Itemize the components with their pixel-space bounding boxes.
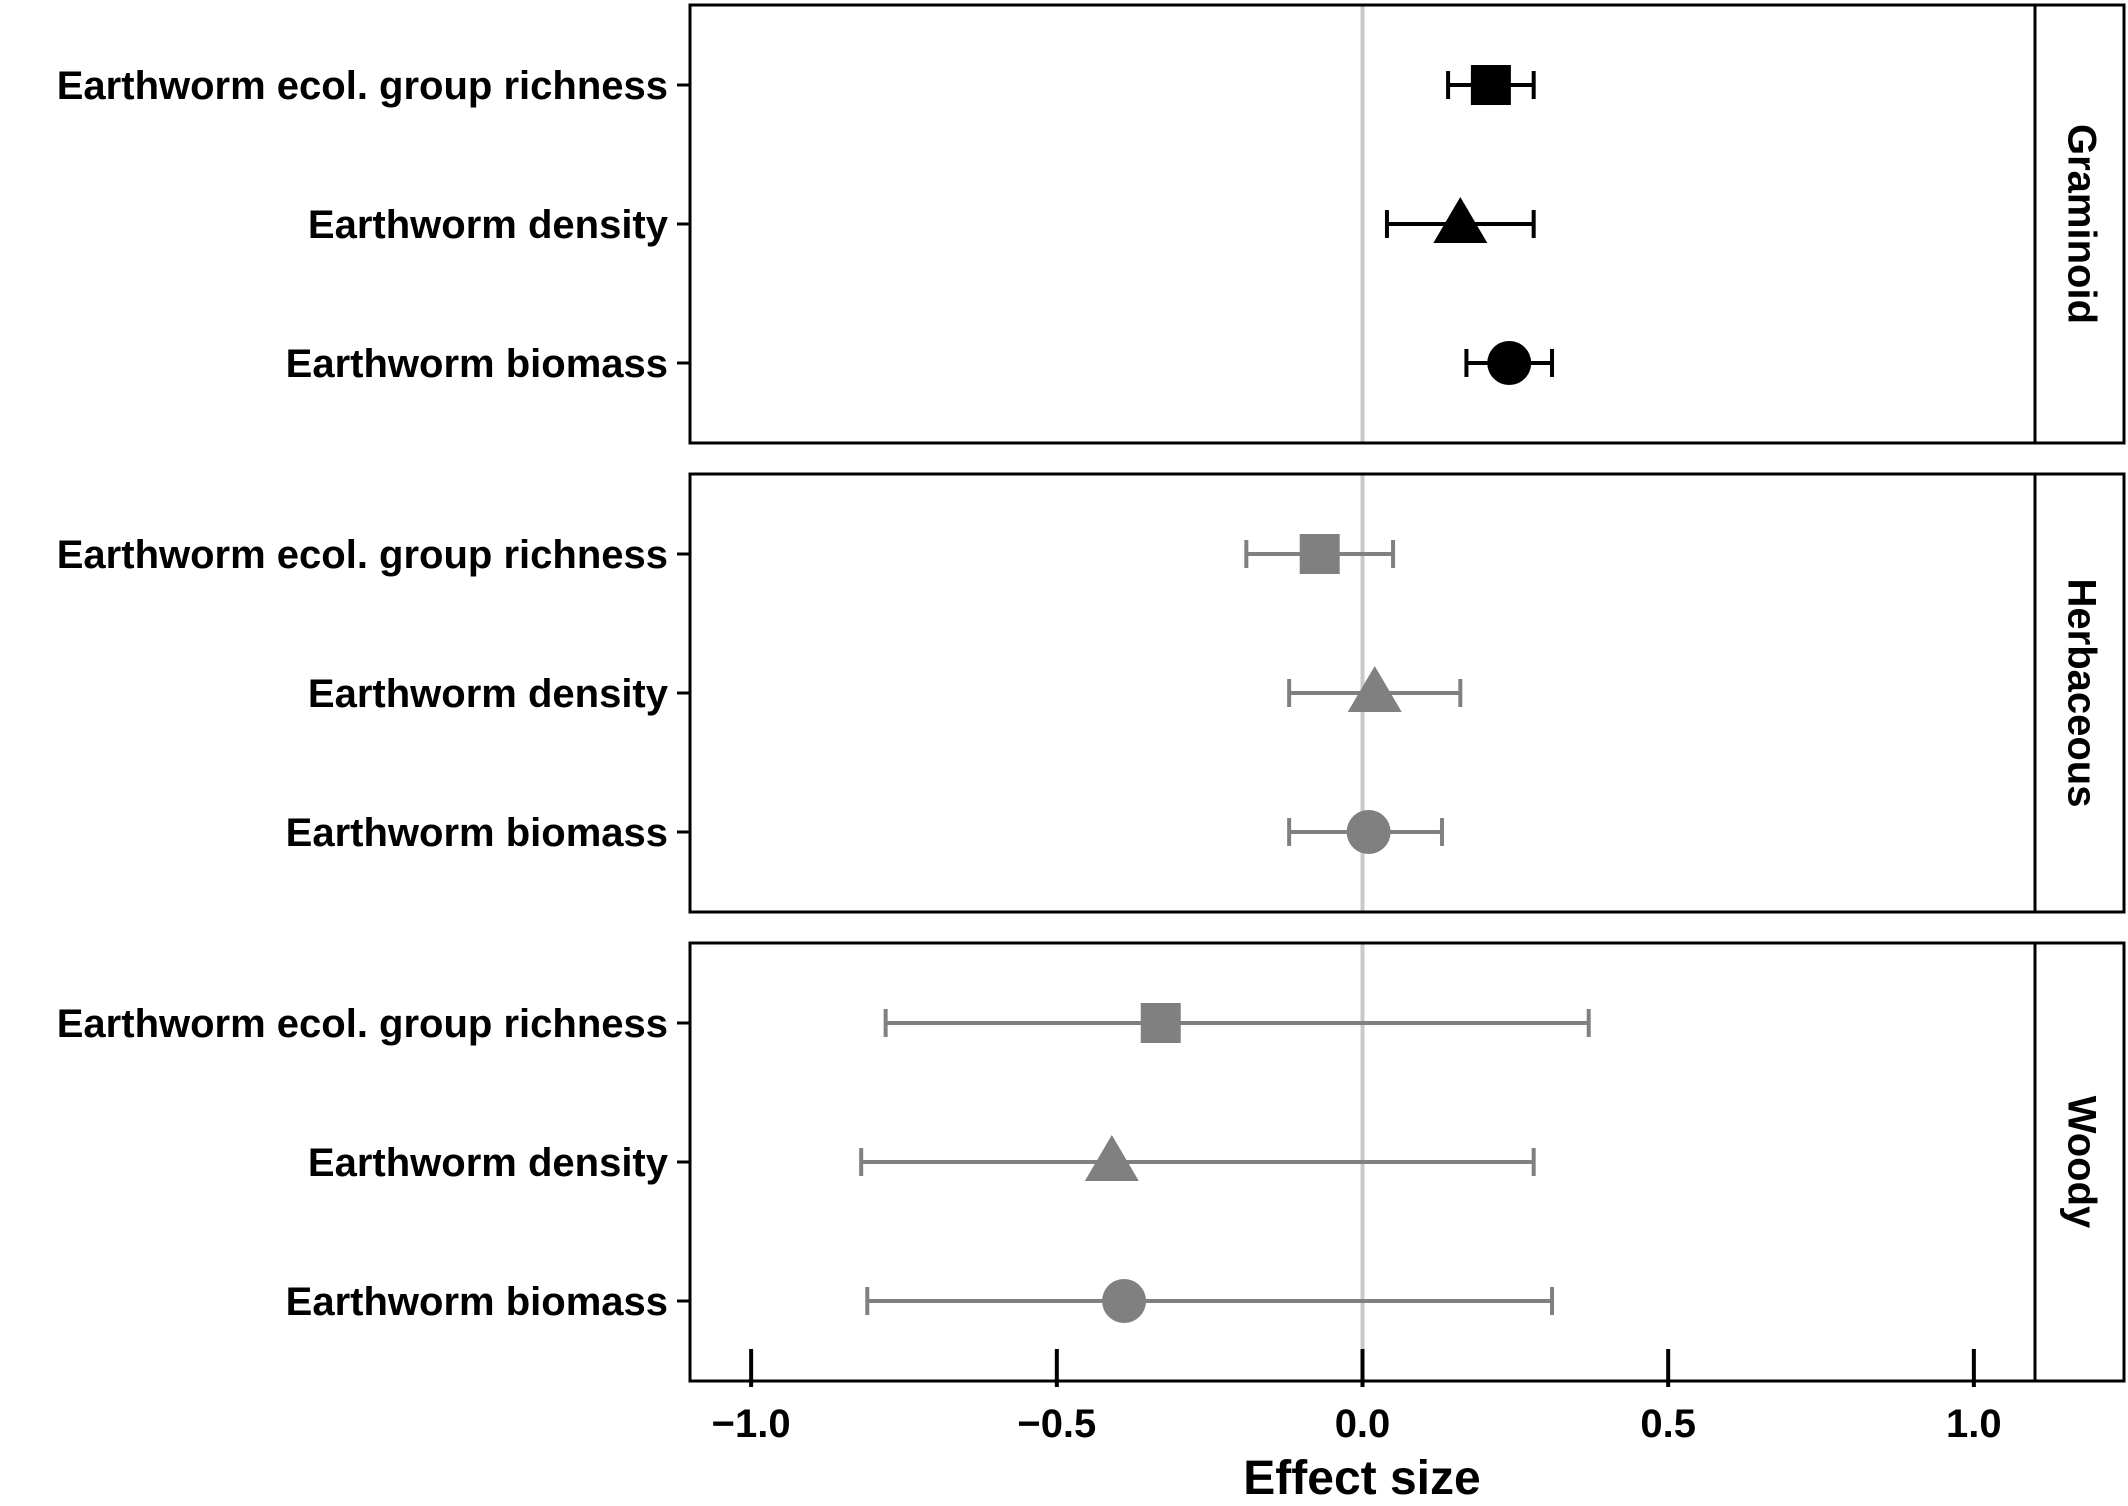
facet-strip (2033, 3, 2126, 445)
facet-strip-label: Graminoid (2060, 124, 2104, 324)
facet-strip (2033, 941, 2126, 1383)
point-estimate-circle (1102, 1279, 1147, 1323)
row-label: Earthworm ecol. group richness (57, 1002, 668, 1046)
point-estimate-square (1140, 1003, 1181, 1043)
x-tick-label: 1.0 (1946, 1402, 2002, 1446)
facet-strip-label: Woody (2060, 1096, 2104, 1229)
row-label: Earthworm density (308, 672, 669, 716)
panel-woody: Woody Earthworm ecol. group richness Earth… (57, 941, 2126, 1383)
row-label: Earthworm density (308, 1141, 669, 1185)
point-estimate-circle (1487, 341, 1532, 385)
point-estimate-square (1470, 65, 1511, 105)
point-estimate-triangle (1433, 197, 1488, 243)
panel-graminoid: Graminoid Earthworm ecol. group richness E… (57, 3, 2126, 445)
point-estimate-circle (1346, 810, 1391, 854)
panels-layer: Graminoid Earthworm ecol. group richness E… (57, 3, 2126, 1383)
x-tick-label: −1.0 (712, 1402, 791, 1446)
facet-strip-label: Herbaceous (2060, 579, 2104, 808)
point-estimate-triangle (1347, 666, 1402, 712)
x-axis: −1.0 −0.5 0.0 0.5 1.0 (712, 1349, 2002, 1446)
row-label: Earthworm biomass (286, 811, 668, 855)
row-label: Earthworm density (308, 203, 669, 247)
x-tick-label: 0.5 (1640, 1402, 1696, 1446)
x-axis-title: Effect size (1243, 1452, 1480, 1505)
point-estimate-triangle (1084, 1135, 1139, 1181)
row-label: Earthworm ecol. group richness (57, 64, 668, 108)
x-tick-label: 0.0 (1335, 1402, 1391, 1446)
panel-herbaceous: Herbaceous Earthworm ecol. group richness… (57, 472, 2126, 914)
row-label: Earthworm biomass (286, 1280, 668, 1324)
x-tick-label: −0.5 (1017, 1402, 1096, 1446)
row-label: Earthworm biomass (286, 342, 668, 386)
facet-strip (2033, 472, 2126, 914)
row-label: Earthworm ecol. group richness (57, 533, 668, 577)
point-estimate-square (1299, 534, 1340, 574)
